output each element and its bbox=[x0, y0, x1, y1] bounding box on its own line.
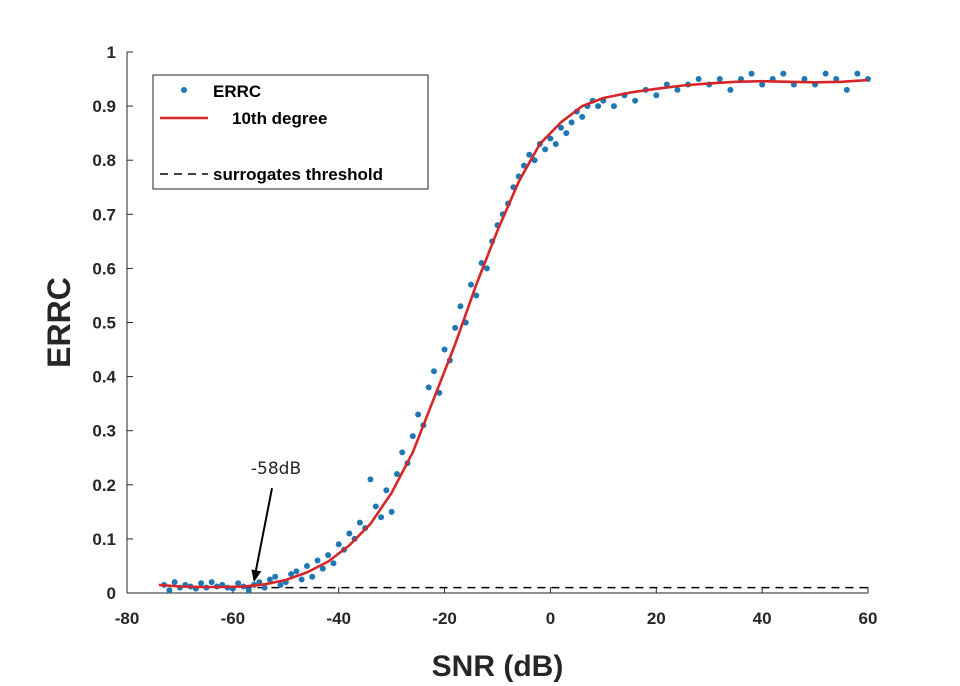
errc-point bbox=[568, 119, 575, 126]
errc-point bbox=[288, 571, 295, 578]
y-tick-label: 0.6 bbox=[92, 259, 116, 278]
y-tick-label: 0.8 bbox=[92, 151, 116, 170]
errc-point bbox=[653, 92, 660, 99]
errc-point bbox=[558, 124, 565, 131]
errc-point bbox=[822, 70, 829, 77]
errc-point bbox=[399, 449, 406, 456]
legend-marker-errc bbox=[181, 87, 187, 93]
errc-point bbox=[319, 565, 326, 572]
errc-point bbox=[298, 576, 305, 583]
errc-point bbox=[309, 573, 316, 580]
x-tick-label: 0 bbox=[546, 609, 555, 628]
errc-point bbox=[748, 70, 755, 77]
errc-point bbox=[579, 113, 586, 120]
errc-point bbox=[632, 97, 639, 104]
errc-point bbox=[695, 76, 702, 83]
errc-point bbox=[833, 76, 840, 83]
errc-point bbox=[674, 86, 681, 93]
errc-point bbox=[171, 579, 178, 586]
fit-line bbox=[158, 78, 869, 589]
errc-point bbox=[303, 562, 310, 569]
errc-point bbox=[383, 487, 390, 494]
errc-point bbox=[245, 587, 252, 594]
legend-label: 10th degree bbox=[232, 109, 327, 128]
errc-point bbox=[483, 265, 490, 272]
errc-point bbox=[356, 519, 363, 526]
axes: -80 -60 -40 -20 0 20 40 60 0 0.1 0.2 0.3 0.4 0.5 0.6 0.… bbox=[92, 43, 877, 628]
y-tick-label: 0.1 bbox=[92, 530, 116, 549]
errc-point bbox=[473, 292, 480, 299]
errc-point bbox=[563, 130, 570, 137]
x-tick-label: -40 bbox=[326, 609, 351, 628]
errc-point bbox=[547, 135, 554, 142]
errc-point bbox=[716, 76, 723, 83]
errc-point bbox=[277, 581, 284, 588]
errc-point bbox=[198, 580, 205, 587]
errc-point bbox=[457, 303, 464, 310]
y-tick-label: 0.4 bbox=[92, 368, 116, 387]
errc-point bbox=[335, 541, 342, 548]
errc-point bbox=[595, 103, 602, 110]
errc-point bbox=[235, 580, 242, 587]
errc-point bbox=[266, 576, 273, 583]
errc-point bbox=[293, 568, 300, 575]
errc-point bbox=[610, 103, 617, 110]
errc-point bbox=[415, 411, 422, 418]
errc-point bbox=[780, 70, 787, 77]
errc-point bbox=[468, 281, 475, 288]
errc-point bbox=[208, 579, 215, 586]
x-tick-label: -60 bbox=[221, 609, 246, 628]
y-axis-title: ERRC bbox=[41, 277, 77, 368]
errc-point bbox=[430, 368, 437, 375]
y-tick-label: 0 bbox=[107, 584, 116, 603]
x-tick-label: 20 bbox=[647, 609, 666, 628]
legend: ERRC 10th degree surrogates threshold bbox=[152, 74, 429, 190]
errc-point bbox=[526, 151, 533, 158]
errc-point bbox=[388, 508, 395, 515]
y-tick-label: 0.9 bbox=[92, 97, 116, 116]
annotation-label: -58dB bbox=[251, 459, 301, 479]
errc-point bbox=[854, 70, 861, 77]
errc-point bbox=[393, 470, 400, 477]
errc-point bbox=[367, 476, 374, 483]
errc-point bbox=[843, 86, 850, 93]
legend-box bbox=[152, 74, 429, 190]
errc-point bbox=[330, 560, 337, 567]
errc-point bbox=[663, 81, 670, 88]
errc-point bbox=[452, 324, 459, 331]
errc-point bbox=[727, 86, 734, 93]
x-tick-label: 60 bbox=[859, 609, 878, 628]
legend-label: surrogates threshold bbox=[213, 165, 383, 184]
errc-point bbox=[542, 146, 549, 153]
errc-point bbox=[552, 140, 559, 147]
errc-point bbox=[378, 514, 385, 521]
x-tick-label: -80 bbox=[115, 609, 140, 628]
y-tick-label: 0.3 bbox=[92, 422, 116, 441]
errc-point bbox=[759, 81, 766, 88]
annotation-arrow-head bbox=[251, 569, 262, 583]
y-tick-label: 1 bbox=[107, 43, 116, 62]
annotation-layer: -58dB bbox=[251, 459, 301, 583]
errc-point bbox=[425, 384, 432, 391]
x-tick-label: 40 bbox=[753, 609, 772, 628]
errc-point bbox=[166, 587, 173, 594]
errc-point bbox=[272, 573, 279, 580]
series-layer bbox=[158, 70, 871, 594]
legend-label: ERRC bbox=[213, 82, 261, 101]
errc-point bbox=[372, 503, 379, 510]
x-tick-label: -20 bbox=[432, 609, 457, 628]
annotation-arrow-shaft bbox=[253, 487, 274, 581]
errc-point bbox=[314, 557, 321, 564]
y-tick-label: 0.7 bbox=[92, 205, 116, 224]
errc-point bbox=[441, 346, 448, 353]
x-axis-title: SNR (dB) bbox=[432, 650, 564, 683]
errc-point bbox=[801, 76, 808, 83]
errc-point bbox=[261, 584, 268, 591]
y-tick-label: 0.2 bbox=[92, 476, 116, 495]
errc-point bbox=[409, 433, 416, 440]
errc-point bbox=[346, 530, 353, 537]
errc-point bbox=[325, 552, 332, 559]
y-tick-label: 0.5 bbox=[92, 314, 116, 333]
